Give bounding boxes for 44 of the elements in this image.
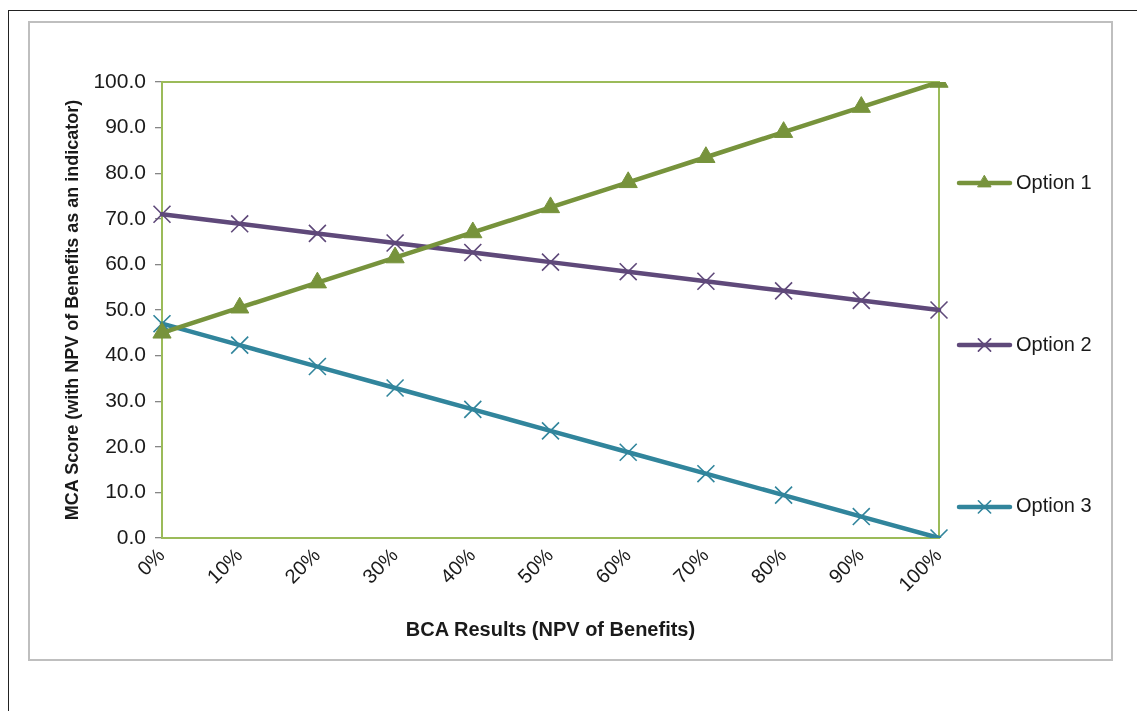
y-tick-label: 80.0 (105, 160, 146, 183)
y-tick-label: 40.0 (105, 342, 146, 366)
point (308, 357, 327, 376)
point (541, 421, 560, 441)
y-tick-label: 90.0 (105, 114, 146, 138)
point (618, 442, 638, 462)
point (152, 314, 172, 333)
point (929, 300, 949, 320)
y-tick-label: 30.0 (105, 388, 146, 411)
legend-label: Option 1 (1016, 170, 1092, 193)
point (852, 507, 871, 526)
x-tick-label: 50% (513, 543, 558, 588)
point (385, 378, 405, 398)
point (230, 335, 249, 355)
y-tick-label: 20.0 (105, 433, 146, 457)
y-tick-label: 50.0 (105, 296, 146, 320)
point (774, 281, 793, 301)
point (463, 243, 483, 262)
y-tick-label: 70.0 (105, 205, 146, 229)
point (696, 271, 716, 291)
legend-label: Option 2 (1016, 332, 1092, 355)
point (618, 171, 638, 189)
x-tick-label: 60% (591, 543, 636, 588)
y-axis-title: MCA Score (with NPV of Benefits as an indicator) (61, 99, 82, 521)
point (774, 485, 793, 505)
point (385, 233, 405, 253)
x-tick-label: 90% (824, 543, 869, 588)
legend-label: Option 3 (1016, 494, 1092, 517)
point (618, 262, 638, 281)
point (230, 214, 249, 234)
x-tick-label: 70% (668, 543, 713, 588)
point (541, 252, 560, 272)
y-tick-label: 100.0 (93, 68, 146, 92)
point (152, 204, 172, 224)
x-axis-title: BCA Results (NPV of Benefits) (405, 617, 696, 640)
point (852, 291, 871, 310)
x-tick-label: 80% (746, 543, 791, 588)
point (308, 224, 327, 243)
y-tick-label: 60.0 (105, 251, 146, 275)
point (696, 464, 716, 483)
x-tick-label: 40% (435, 543, 480, 588)
x-tick-label: 30% (357, 543, 402, 588)
y-tick-label: 10.0 (105, 479, 146, 503)
point (463, 400, 483, 419)
